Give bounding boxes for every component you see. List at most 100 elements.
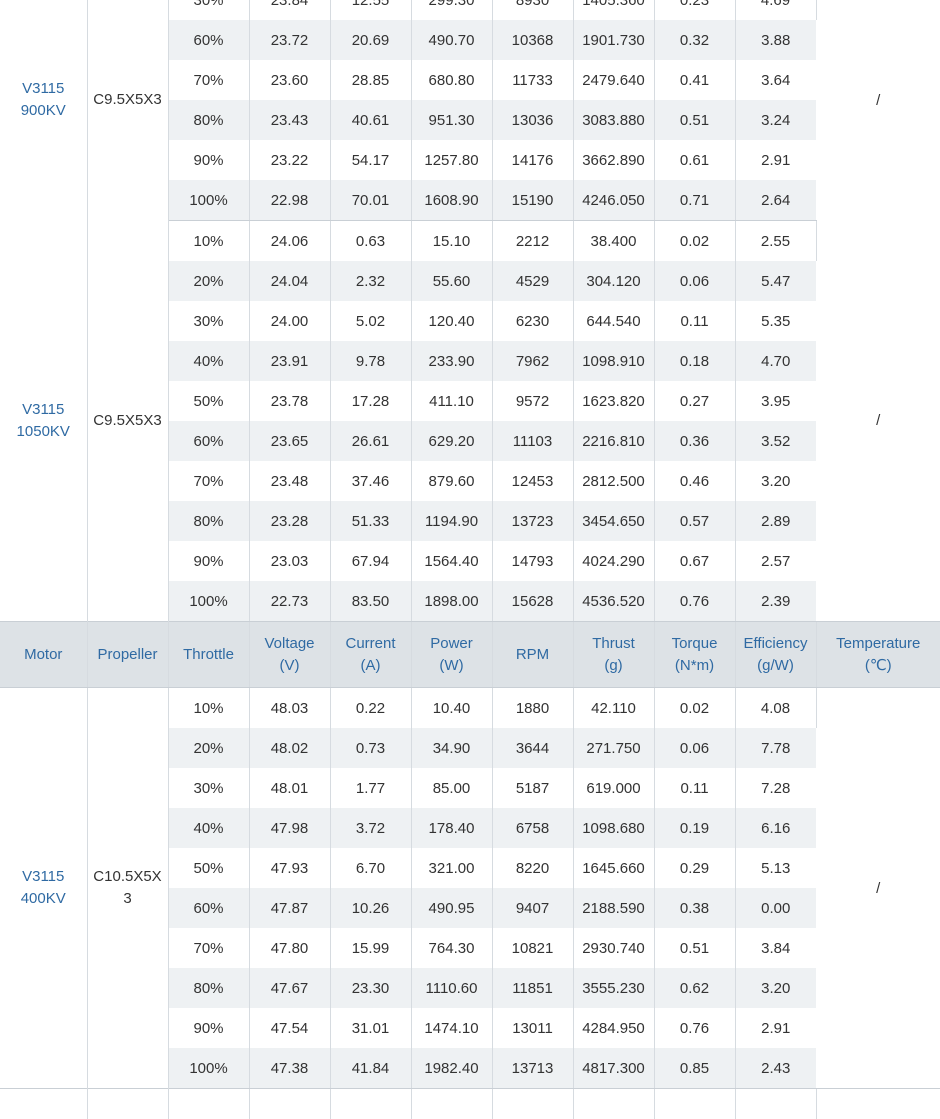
thrust-cell: 1901.730 [573,20,654,60]
header-motor: Motor [0,622,87,688]
efficiency-cell: 2.89 [735,501,816,541]
throttle-cell: 80% [168,100,249,140]
rpm-cell: 5187 [492,768,573,808]
voltage-cell: 47.93 [249,848,330,888]
throttle-cell: 10% [168,221,249,262]
rpm-cell: 8220 [492,848,573,888]
header-rpm: RPM [492,622,573,688]
power-cell: 1564.40 [411,541,492,581]
throttle-cell: 10% [168,688,249,729]
current-cell: 12.55 [330,0,411,20]
current-cell: 9.78 [330,341,411,381]
propeller-cell: C9.5X5X3 [87,0,168,221]
throttle-cell: 90% [168,140,249,180]
thrust-cell: 4024.290 [573,541,654,581]
thrust-cell: 2479.640 [573,60,654,100]
voltage-cell: 24.04 [249,261,330,301]
efficiency-cell: 3.84 [735,928,816,968]
voltage-cell: 23.48 [249,461,330,501]
header-row: Motor Propeller Throttle Voltage(V) Curr… [0,622,940,688]
propeller-cell: C9.5X5X3 [87,221,168,622]
efficiency-cell: 3.52 [735,421,816,461]
power-cell: 1982.40 [411,1048,492,1089]
voltage-cell: 48.01 [249,768,330,808]
voltage-cell: 22.73 [249,581,330,622]
current-cell: 70.01 [330,180,411,221]
rpm-cell: 3644 [492,728,573,768]
tail-cell [573,1089,654,1119]
efficiency-cell: 4.69 [735,0,816,20]
thrust-cell: 4246.050 [573,180,654,221]
temperature-cell: / [816,0,940,221]
voltage-cell: 24.00 [249,301,330,341]
torque-cell: 0.02 [654,221,735,262]
power-cell: 299.30 [411,0,492,20]
torque-cell: 0.41 [654,60,735,100]
throttle-cell: 30% [168,0,249,20]
throttle-cell: 60% [168,421,249,461]
thrust-cell: 619.000 [573,768,654,808]
current-cell: 26.61 [330,421,411,461]
efficiency-cell: 3.20 [735,461,816,501]
voltage-cell: 48.03 [249,688,330,729]
header-current: Current(A) [330,622,411,688]
power-cell: 411.10 [411,381,492,421]
rpm-cell: 11851 [492,968,573,1008]
current-cell: 31.01 [330,1008,411,1048]
torque-cell: 0.06 [654,728,735,768]
thrust-cell: 4536.520 [573,581,654,622]
header-efficiency: Efficiency(g/W) [735,622,816,688]
voltage-cell: 47.54 [249,1008,330,1048]
thrust-cell: 644.540 [573,301,654,341]
voltage-cell: 23.28 [249,501,330,541]
temperature-cell: / [816,688,940,1089]
throttle-cell: 80% [168,968,249,1008]
thrust-cell: 4284.950 [573,1008,654,1048]
power-cell: 178.40 [411,808,492,848]
tail-cell [87,1089,168,1119]
efficiency-cell: 3.20 [735,968,816,1008]
current-cell: 0.63 [330,221,411,262]
torque-cell: 0.67 [654,541,735,581]
efficiency-cell: 6.16 [735,808,816,848]
current-cell: 51.33 [330,501,411,541]
current-cell: 5.02 [330,301,411,341]
torque-cell: 0.51 [654,100,735,140]
rpm-cell: 2212 [492,221,573,262]
rpm-cell: 13036 [492,100,573,140]
tail-cell [492,1089,573,1119]
header-voltage: Voltage(V) [249,622,330,688]
torque-cell: 0.19 [654,808,735,848]
voltage-cell: 23.65 [249,421,330,461]
thrust-cell: 3555.230 [573,968,654,1008]
torque-cell: 0.32 [654,20,735,60]
table-header: Motor Propeller Throttle Voltage(V) Curr… [0,622,940,688]
efficiency-cell: 3.95 [735,381,816,421]
thrust-cell: 2930.740 [573,928,654,968]
tail-cell [411,1089,492,1119]
rpm-cell: 14176 [492,140,573,180]
efficiency-cell: 2.91 [735,1008,816,1048]
efficiency-cell: 4.08 [735,688,816,729]
efficiency-cell: 2.55 [735,221,816,262]
rpm-cell: 8930 [492,0,573,20]
header-propeller: Propeller [87,622,168,688]
throttle-cell: 20% [168,261,249,301]
current-cell: 67.94 [330,541,411,581]
current-cell: 2.32 [330,261,411,301]
current-cell: 17.28 [330,381,411,421]
rpm-cell: 6758 [492,808,573,848]
rpm-cell: 13713 [492,1048,573,1089]
header-power: Power(W) [411,622,492,688]
efficiency-cell: 5.35 [735,301,816,341]
voltage-cell: 23.43 [249,100,330,140]
rpm-cell: 9407 [492,888,573,928]
torque-cell: 0.76 [654,1008,735,1048]
rpm-cell: 10821 [492,928,573,968]
thrust-cell: 1098.910 [573,341,654,381]
thrust-cell: 271.750 [573,728,654,768]
header-thrust: Thrust(g) [573,622,654,688]
